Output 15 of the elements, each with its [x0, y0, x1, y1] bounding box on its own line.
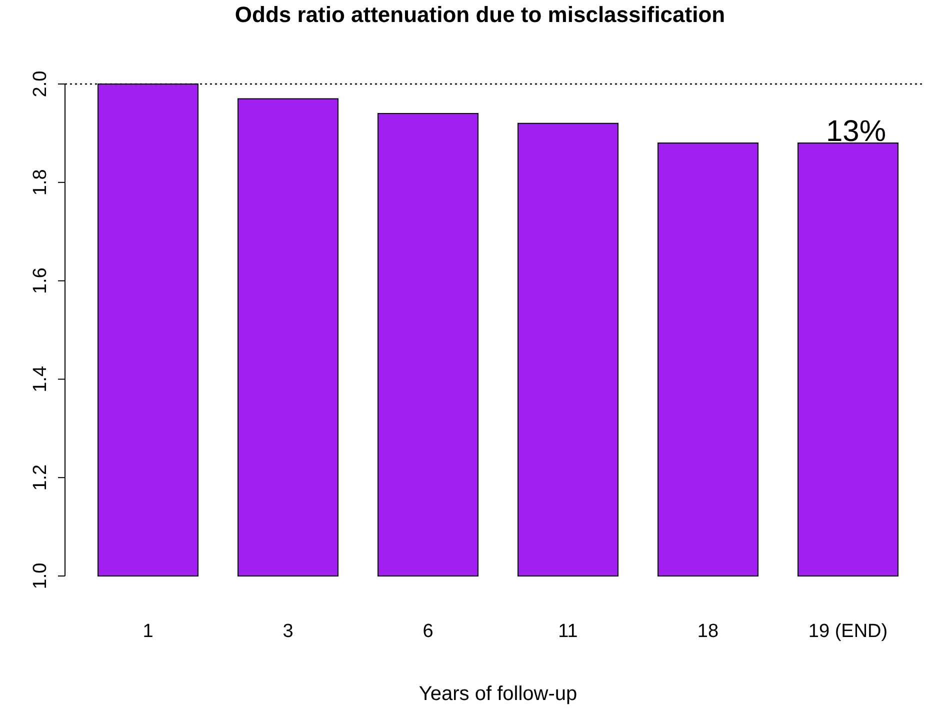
y-tick-label: 1.8	[30, 169, 51, 196]
y-tick-label: 1.6	[30, 268, 51, 294]
y-tick-label: 2.0	[30, 70, 51, 98]
x-tick-label: 3	[282, 621, 294, 642]
chart-title: Odds ratio attenuation due to misclassification	[234, 2, 726, 27]
y-tick-label: 1.0	[30, 562, 51, 590]
y-tick-label: 1.2	[30, 464, 51, 491]
x-tick-label: 11	[558, 621, 578, 642]
x-tick-label: 18	[697, 621, 719, 642]
x-tick-label: 19 (END)	[808, 621, 888, 642]
y-tick-label: 1.4	[30, 366, 51, 392]
x-tick-label: 1	[142, 621, 154, 642]
annotation: 13%	[826, 115, 886, 148]
x-tick-label: 6	[422, 621, 434, 642]
x-axis-title: Years of follow-up	[418, 683, 578, 705]
